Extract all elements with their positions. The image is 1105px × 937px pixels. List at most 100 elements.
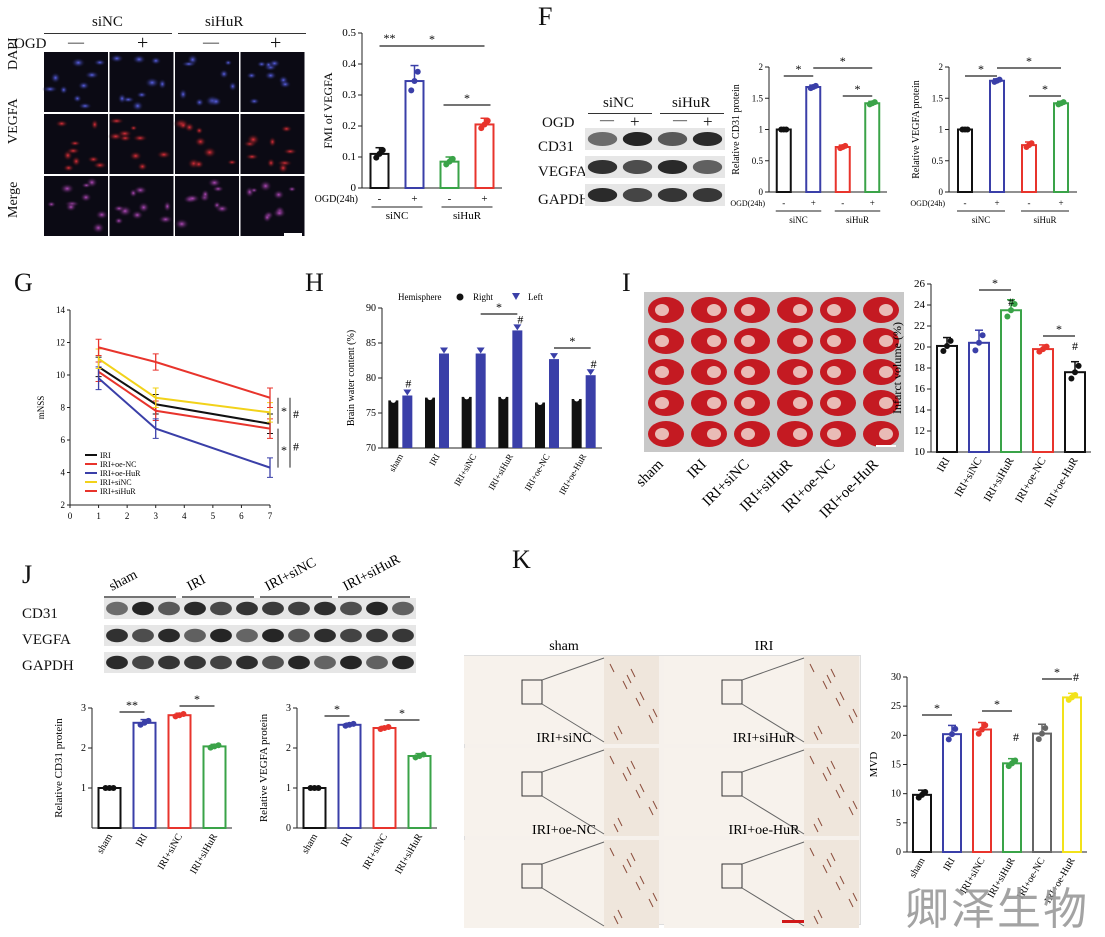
x-tick-label: 2 xyxy=(125,511,129,521)
x-tick-label: - xyxy=(1028,198,1031,208)
vessel-stain xyxy=(822,864,828,874)
k-scale-bar xyxy=(782,920,804,923)
vessel-stain xyxy=(813,731,819,741)
chart-e-fmi: 0 0.1 0.2 0.3 0.4 0.5 FMI of VEGFA OGD(24h) - + - +… xyxy=(315,27,502,222)
blot-band xyxy=(262,628,284,643)
chart-f-vegfa: 0 0.5 1 1.5 2 Relative VEGFA protein OGD(24h) -… xyxy=(910,54,1077,225)
significance-mark: * xyxy=(992,276,998,290)
vessel-stain xyxy=(630,852,636,862)
vessel-stain xyxy=(830,760,836,770)
vessel-stain xyxy=(648,806,654,816)
vessel-stain xyxy=(809,847,815,857)
blot-band xyxy=(657,187,688,203)
zoom-connector xyxy=(541,703,605,743)
legend-label: IRI+siHuR xyxy=(100,487,136,496)
blot-band xyxy=(692,159,723,175)
y-tick-label: 0.1 xyxy=(342,151,356,163)
cell-signal xyxy=(130,210,144,220)
group-label: siHuR xyxy=(453,210,482,222)
blot-band xyxy=(132,601,154,616)
data-point xyxy=(947,337,954,344)
bar xyxy=(912,793,932,853)
cell-signal xyxy=(137,201,150,214)
data-point xyxy=(464,394,470,400)
y-tick-label: 85 xyxy=(366,338,376,349)
x-tick-label: 6 xyxy=(239,511,244,521)
bar xyxy=(972,728,992,853)
cell-signal xyxy=(268,59,281,68)
y-tick-label: 0.5 xyxy=(932,156,944,166)
blot-band xyxy=(622,187,653,203)
bar xyxy=(585,375,596,448)
significance-mark: * xyxy=(1056,322,1062,336)
cell-signal xyxy=(144,77,160,89)
cell-signal xyxy=(207,177,222,188)
data-point xyxy=(390,397,396,403)
data-point xyxy=(440,347,448,354)
cell-signal xyxy=(78,102,93,110)
vessel-stain xyxy=(613,915,619,925)
infarct-region xyxy=(655,335,669,347)
data-point xyxy=(408,87,415,94)
e-stain-vegfa: VEGFA xyxy=(6,98,21,144)
vessel-stain xyxy=(617,909,623,919)
blot-band xyxy=(314,655,336,670)
e-condition-sihur: siHuR xyxy=(205,14,244,30)
data-point xyxy=(586,369,595,376)
x-tick-label: + xyxy=(994,198,999,208)
cell-signal xyxy=(184,193,201,203)
y-axis-label: Relative CD31 protein xyxy=(731,84,742,175)
significance-mark: # xyxy=(1008,295,1014,309)
cell-signal xyxy=(117,129,133,138)
x-tick-label: IRI xyxy=(941,856,957,873)
blot-band xyxy=(106,655,128,670)
vessel-stain xyxy=(809,663,815,673)
data-point xyxy=(842,142,849,149)
zoom-connector xyxy=(741,657,805,681)
cell-signal xyxy=(272,208,287,219)
group-label: siHuR xyxy=(1033,215,1056,225)
blot-band xyxy=(340,655,362,670)
legend-label: IRI+oe-HuR xyxy=(100,469,141,478)
data-point xyxy=(403,389,412,396)
x-tick-label: - xyxy=(448,193,452,205)
significance-mark: # xyxy=(517,312,523,326)
cell-signal xyxy=(157,214,174,224)
cell-signal xyxy=(59,85,68,95)
vessel-stain xyxy=(830,852,836,862)
significance-mark: * xyxy=(334,702,340,716)
y-tick-label: 0 xyxy=(351,182,357,194)
vessel-stain xyxy=(652,800,658,810)
vessel-stain xyxy=(630,668,636,678)
data-point xyxy=(949,731,955,738)
cell-signal xyxy=(266,157,276,168)
data-point xyxy=(1042,724,1049,731)
infarct-region xyxy=(655,304,669,316)
legend-title: Hemisphere xyxy=(398,292,441,302)
data-point xyxy=(1068,375,1075,382)
y-tick-label: 2 xyxy=(939,62,944,72)
f-blot-label-cd31: CD31 xyxy=(538,139,574,155)
y-axis-label: Brain water content (%) xyxy=(346,330,357,426)
vessel-stain xyxy=(626,858,632,868)
data-point xyxy=(1072,369,1078,376)
x-tick-label: IRI xyxy=(935,455,953,474)
cell-signal xyxy=(280,125,293,133)
bar xyxy=(805,86,822,193)
significance-mark: * xyxy=(399,706,405,720)
blot-strip xyxy=(585,128,725,150)
infarct-region xyxy=(655,428,669,440)
infarct-region xyxy=(707,335,721,347)
data-point xyxy=(379,147,386,154)
significance-mark: * xyxy=(978,62,984,76)
f-condition-sihur: siHuR xyxy=(672,95,711,111)
cell-signal xyxy=(137,161,148,172)
data-point xyxy=(979,726,985,733)
cell-signal xyxy=(277,162,289,174)
y-tick-label: 0 xyxy=(286,823,291,834)
i-group-label: sham xyxy=(633,456,667,490)
zoom-connector xyxy=(741,703,805,743)
y-tick-label: 0 xyxy=(939,187,944,197)
data-point xyxy=(145,717,152,724)
cell-signal xyxy=(194,97,205,107)
